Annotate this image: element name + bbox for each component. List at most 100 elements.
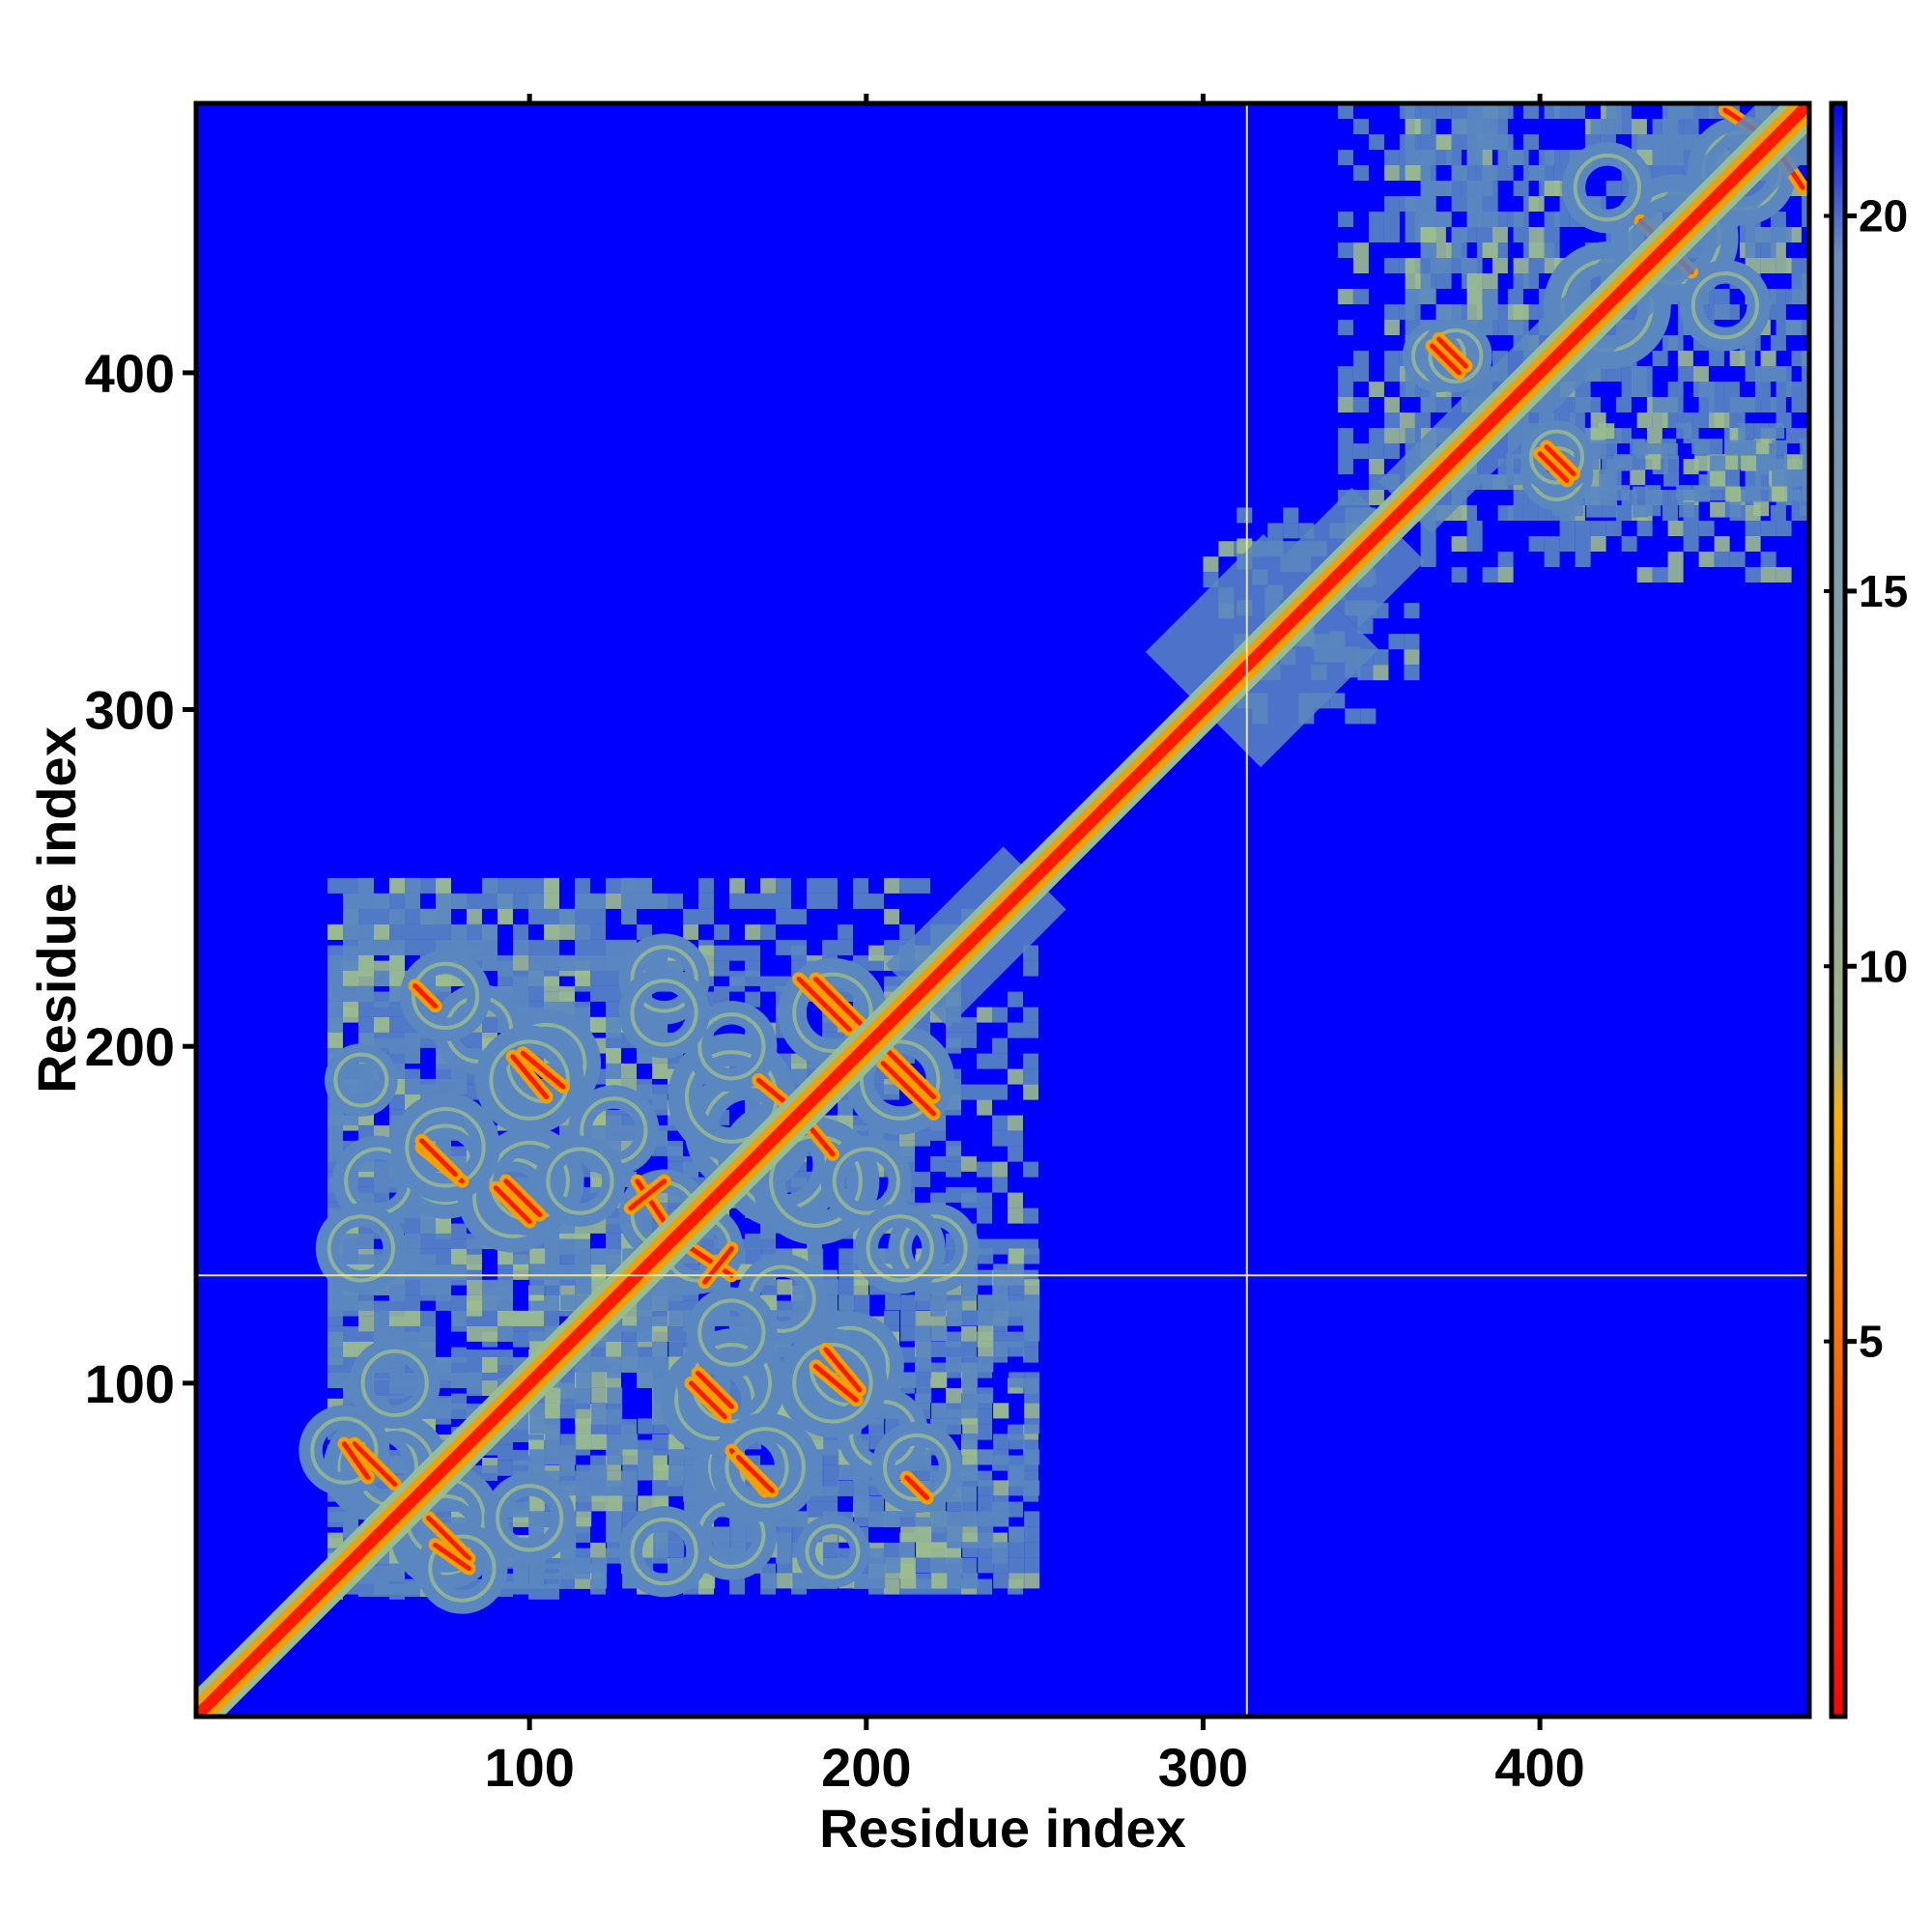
contact-cell: [946, 1331, 961, 1348]
contact-cell: [327, 1140, 343, 1156]
contact-cell: [993, 1480, 1009, 1496]
contact-cell: [1009, 1248, 1025, 1264]
contact-cell: [513, 954, 528, 971]
contact-cell: [1405, 150, 1421, 165]
contact-cell: [559, 985, 575, 1002]
contact-cell: [1528, 196, 1545, 212]
contact-cell: [545, 1403, 561, 1419]
contact-cell: [1800, 500, 1809, 517]
contact-cell: [946, 1146, 961, 1162]
contact-cell: [1024, 1480, 1040, 1496]
contact-cell: [884, 1084, 899, 1100]
contact-cell: [916, 1542, 932, 1558]
contact-cell: [1714, 552, 1730, 567]
contact-cell: [576, 1557, 592, 1574]
contact-cell: [405, 1279, 420, 1295]
contact-cell: [1801, 366, 1809, 382]
contact-cell: [931, 1573, 948, 1589]
contact-cell: [576, 1464, 592, 1481]
contact-cell: [1383, 258, 1400, 273]
contact-cell: [729, 976, 745, 992]
contact-cell: [1024, 1542, 1040, 1558]
contact-cell: [436, 1264, 451, 1280]
contact-cell: [1373, 665, 1389, 681]
contact-cell: [668, 1464, 685, 1481]
contact-blob-edge: [496, 1484, 564, 1552]
contact-cell: [1368, 212, 1384, 227]
contact-cell: [560, 1434, 577, 1450]
contact-cell: [1667, 552, 1684, 567]
contact-cell: [544, 877, 559, 894]
contact-cell: [389, 970, 405, 986]
contact-cell: [1435, 242, 1452, 258]
contact-cell: [1760, 552, 1776, 567]
contact-cell: [343, 1517, 358, 1533]
contact-cell: [1528, 165, 1545, 181]
contact-cell: [343, 939, 358, 955]
contact-cell: [1008, 1068, 1023, 1085]
contact-cell: [1368, 443, 1384, 459]
contact-cell: [1676, 423, 1692, 440]
contact-cell: [1652, 397, 1668, 412]
contact-cell: [528, 985, 544, 1002]
contact-cell: [961, 1032, 977, 1048]
contact-cell: [1466, 304, 1483, 320]
contact-cell: [374, 1016, 389, 1033]
contact-cell: [607, 1325, 623, 1342]
contact-cell: [1023, 1068, 1038, 1085]
contact-cell: [961, 1155, 977, 1172]
contact-cell: [1692, 366, 1709, 382]
contact-cell: [683, 908, 698, 924]
contact-cell: [327, 923, 343, 940]
contact-cell: [389, 893, 405, 909]
contact-cell: [389, 1455, 405, 1471]
contact-cell: [451, 939, 467, 955]
contact-cell: [420, 877, 436, 894]
contact-blob-edge: [882, 1433, 952, 1502]
contact-cell: [544, 954, 559, 971]
contact-cell: [993, 1542, 1009, 1558]
contact-cell: [1497, 165, 1514, 181]
contact-cell: [823, 1542, 839, 1558]
contact-cell: [1605, 119, 1622, 134]
contact-cell: [977, 1424, 992, 1440]
contact-cell: [961, 1016, 977, 1033]
contact-cell: [652, 893, 668, 909]
contact-line: [412, 982, 439, 1009]
contact-line: [510, 1054, 550, 1099]
contact-cell: [1383, 196, 1400, 212]
contact-cell: [622, 1434, 639, 1450]
contact-cell: [1024, 1557, 1040, 1574]
contact-cell: [482, 877, 497, 894]
contact-cell: [915, 877, 930, 894]
contact-cell: [606, 954, 621, 971]
contact-blob-edge: [428, 1534, 497, 1603]
contact-cell: [1725, 440, 1742, 456]
contact-cell: [389, 1563, 405, 1579]
contact-cell: [1615, 505, 1632, 521]
contact-cell: [1522, 134, 1539, 150]
contact-cell: [420, 939, 436, 955]
contact-cell: [621, 1356, 637, 1373]
contact-cell: [1466, 521, 1483, 536]
contact-cell: [1698, 397, 1715, 412]
contact-cell: [358, 1316, 374, 1332]
contact-cell: [1414, 412, 1431, 428]
contact-cell: [1466, 134, 1483, 150]
contact-cell: [978, 1495, 994, 1512]
contact-cell: [529, 1264, 546, 1280]
contact-cell: [1708, 351, 1724, 366]
contact-cell: [1791, 273, 1807, 289]
contact-cell: [1667, 134, 1684, 150]
contact-cell: [1368, 134, 1384, 150]
contact-cell: [482, 954, 497, 971]
contact-line: [689, 1245, 734, 1278]
contact-cell: [1569, 103, 1585, 119]
contact-cell: [467, 939, 482, 955]
contact-cell: [1544, 227, 1560, 242]
contact-cell: [482, 923, 497, 940]
contact-cell: [684, 1480, 700, 1496]
contact-cell: [436, 1233, 451, 1249]
contact-cell: [962, 1449, 979, 1465]
contact-cell: [1466, 119, 1483, 134]
